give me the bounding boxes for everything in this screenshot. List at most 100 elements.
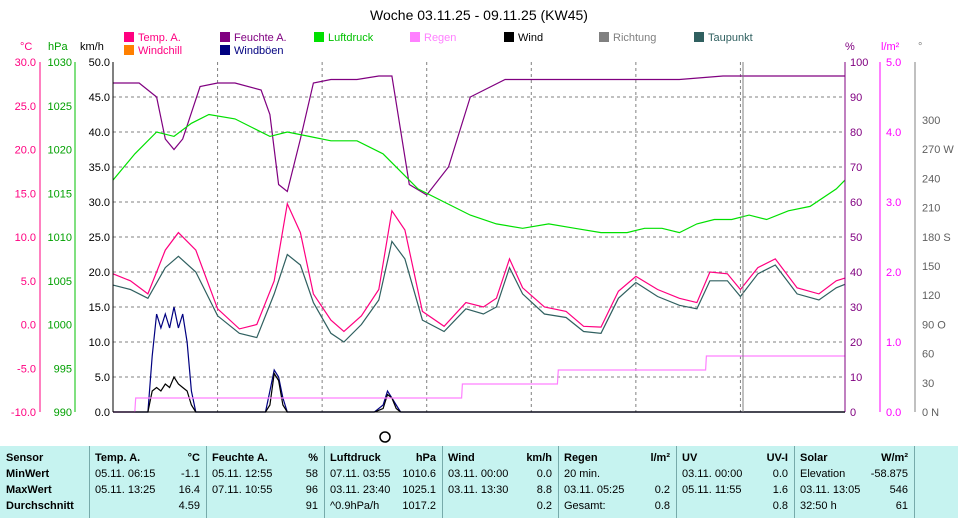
stats-col-sensor: Sensor MinWert MaxWert Durchschnitt <box>0 446 88 518</box>
stats-max-value: 1025.1 <box>402 484 436 496</box>
direction-tick-label: 240 <box>922 173 940 185</box>
chart-title: Woche 03.11.25 - 09.11.25 (KW45) <box>370 7 588 23</box>
temp-tick-label: 0.0 <box>21 320 36 332</box>
stats-avg-value: 4.59 <box>178 500 200 512</box>
stats-header-sensor: Sensor <box>6 452 44 464</box>
stats-unit: UV-I <box>766 452 788 464</box>
stats-avg-value: 61 <box>895 500 908 512</box>
stats-min-time: 03.11. 00:00 <box>682 468 743 480</box>
axis-ticks: 30.025.020.015.010.05.00.0-5.0-10.010301… <box>11 57 954 419</box>
stats-label-max: MaxWert <box>6 484 52 496</box>
stats-avg-value: 91 <box>305 500 318 512</box>
stats-min-value: 0.0 <box>772 468 788 480</box>
stats-max-value: 546 <box>889 484 908 496</box>
temp-tick-label: 5.0 <box>21 276 36 288</box>
humidity-tick-label: 10 <box>850 372 862 384</box>
stats-min-value: 0.0 <box>536 468 552 480</box>
stats-max-value: 16.4 <box>178 484 200 496</box>
wind-tick-label: 0.0 <box>95 407 110 419</box>
stats-unit: °C <box>187 452 200 464</box>
direction-tick-label: 0 N <box>922 407 939 419</box>
stats-avg-value: 1017.2 <box>402 500 436 512</box>
legend-item-direction: Richtung <box>599 32 656 44</box>
svg-text:Wind: Wind <box>518 32 543 44</box>
humidity-tick-label: 60 <box>850 197 862 209</box>
temp-tick-label: 30.0 <box>15 57 36 69</box>
stats-header: Temp. A. <box>95 452 141 464</box>
series <box>112 75 846 413</box>
stats-min-time: 05.11. 12:55 <box>212 468 273 480</box>
stats-max-time: 05.11. 11:55 <box>682 484 742 496</box>
stats-min-time: 03.11. 00:00 <box>448 468 509 480</box>
series-line-temp-a- <box>112 201 846 333</box>
statistics-table: Sensor MinWert MaxWert Durchschnitt Temp… <box>0 446 958 518</box>
pressure-tick-label: 1005 <box>48 276 72 288</box>
direction-tick-label: 30 <box>922 378 934 390</box>
stats-max-value: 0.2 <box>654 484 670 496</box>
wind-unit-label: km/h <box>80 41 104 53</box>
stats-max-time: 03.11. 05:25 <box>564 484 625 496</box>
temp-tick-label: 10.0 <box>15 232 36 244</box>
weather-chart: Woche 03.11.25 - 09.11.25 (KW45) Temp. A… <box>11 7 954 443</box>
stats-col-empty <box>914 446 958 518</box>
humidity-tick-label: 40 <box>850 267 862 279</box>
humidity-tick-label: 70 <box>850 162 862 174</box>
wind-tick-label: 40.0 <box>89 127 110 139</box>
svg-text:Feuchte A.: Feuchte A. <box>234 32 287 44</box>
stats-min-time: 05.11. 06:15 <box>95 468 156 480</box>
svg-text:Regen: Regen <box>424 32 456 44</box>
pressure-tick-label: 1010 <box>48 232 72 244</box>
stats-min-value: -1.1 <box>181 468 200 480</box>
pressure-tick-label: 995 <box>54 363 72 375</box>
series-line-windb-en <box>113 306 845 413</box>
stats-col-humidity: Feuchte A. % 05.11. 12:55 58 07.11. 10:5… <box>206 446 324 518</box>
stats-unit: W/m² <box>881 452 908 464</box>
legend-item-humidity: Feuchte A. <box>220 32 287 44</box>
wind-tick-label: 50.0 <box>89 57 110 69</box>
pressure-tick-label: 1000 <box>48 320 72 332</box>
stats-duration: 32:50 h <box>800 500 837 512</box>
stats-col-uv: UV UV-I 03.11. 00:00 0.0 05.11. 11:55 1.… <box>676 446 794 518</box>
direction-tick-label: 60 <box>922 349 934 361</box>
wind-tick-label: 30.0 <box>89 197 110 209</box>
humidity-tick-label: 30 <box>850 302 862 314</box>
temp-tick-label: -5.0 <box>17 363 36 375</box>
stats-max-value: 1.6 <box>772 484 788 496</box>
svg-text:Windchill: Windchill <box>138 45 182 57</box>
stats-unit: l/m² <box>650 452 670 464</box>
stats-label-min: MinWert <box>6 468 50 480</box>
stats-max-value: 8.8 <box>536 484 552 496</box>
legend-item-temp: Temp. A. <box>124 32 181 44</box>
pressure-tick-label: 1025 <box>48 101 72 113</box>
svg-text:Taupunkt: Taupunkt <box>708 32 753 44</box>
series-line-taupunkt <box>112 239 846 343</box>
direction-tick-label: 150 <box>922 261 940 273</box>
wind-tick-label: 15.0 <box>89 302 110 314</box>
direction-tick-label: 270 W <box>922 144 954 156</box>
humidity-unit-label: % <box>845 41 855 53</box>
stats-max-time: 05.11. 13:25 <box>95 484 156 496</box>
stats-header: Regen <box>564 452 598 464</box>
stats-max-time: 03.11. 13:30 <box>448 484 509 496</box>
rain-tick-label: 1.0 <box>886 337 901 349</box>
stats-unit: hPa <box>415 452 436 464</box>
stats-max-time: 03.11. 23:40 <box>330 484 391 496</box>
wind-tick-label: 25.0 <box>89 232 110 244</box>
stats-min-time: 07.11. 03:55 <box>330 468 391 480</box>
stats-min-value: 58 <box>305 468 318 480</box>
stats-col-pressure: Luftdruck hPa 07.11. 03:55 1010.6 03.11.… <box>324 446 442 518</box>
direction-tick-label: 120 <box>922 290 940 302</box>
stats-col-wind: Wind km/h 03.11. 00:00 0.0 03.11. 13:30 … <box>442 446 558 518</box>
stats-header: Solar <box>800 452 828 464</box>
rain-tick-label: 4.0 <box>886 127 901 139</box>
legend-item-windchill: Windchill <box>124 45 182 57</box>
humidity-tick-label: 50 <box>850 232 862 244</box>
wind-tick-label: 5.0 <box>95 372 110 384</box>
pressure-tick-label: 1020 <box>48 145 72 157</box>
series-line-regen <box>113 355 845 413</box>
series-line-luftdruck <box>112 113 846 234</box>
pressure-tick-label: 1030 <box>48 57 72 69</box>
pressure-unit-label: hPa <box>48 41 68 53</box>
humidity-tick-label: 90 <box>850 92 862 104</box>
direction-tick-label: 300 <box>922 115 940 127</box>
